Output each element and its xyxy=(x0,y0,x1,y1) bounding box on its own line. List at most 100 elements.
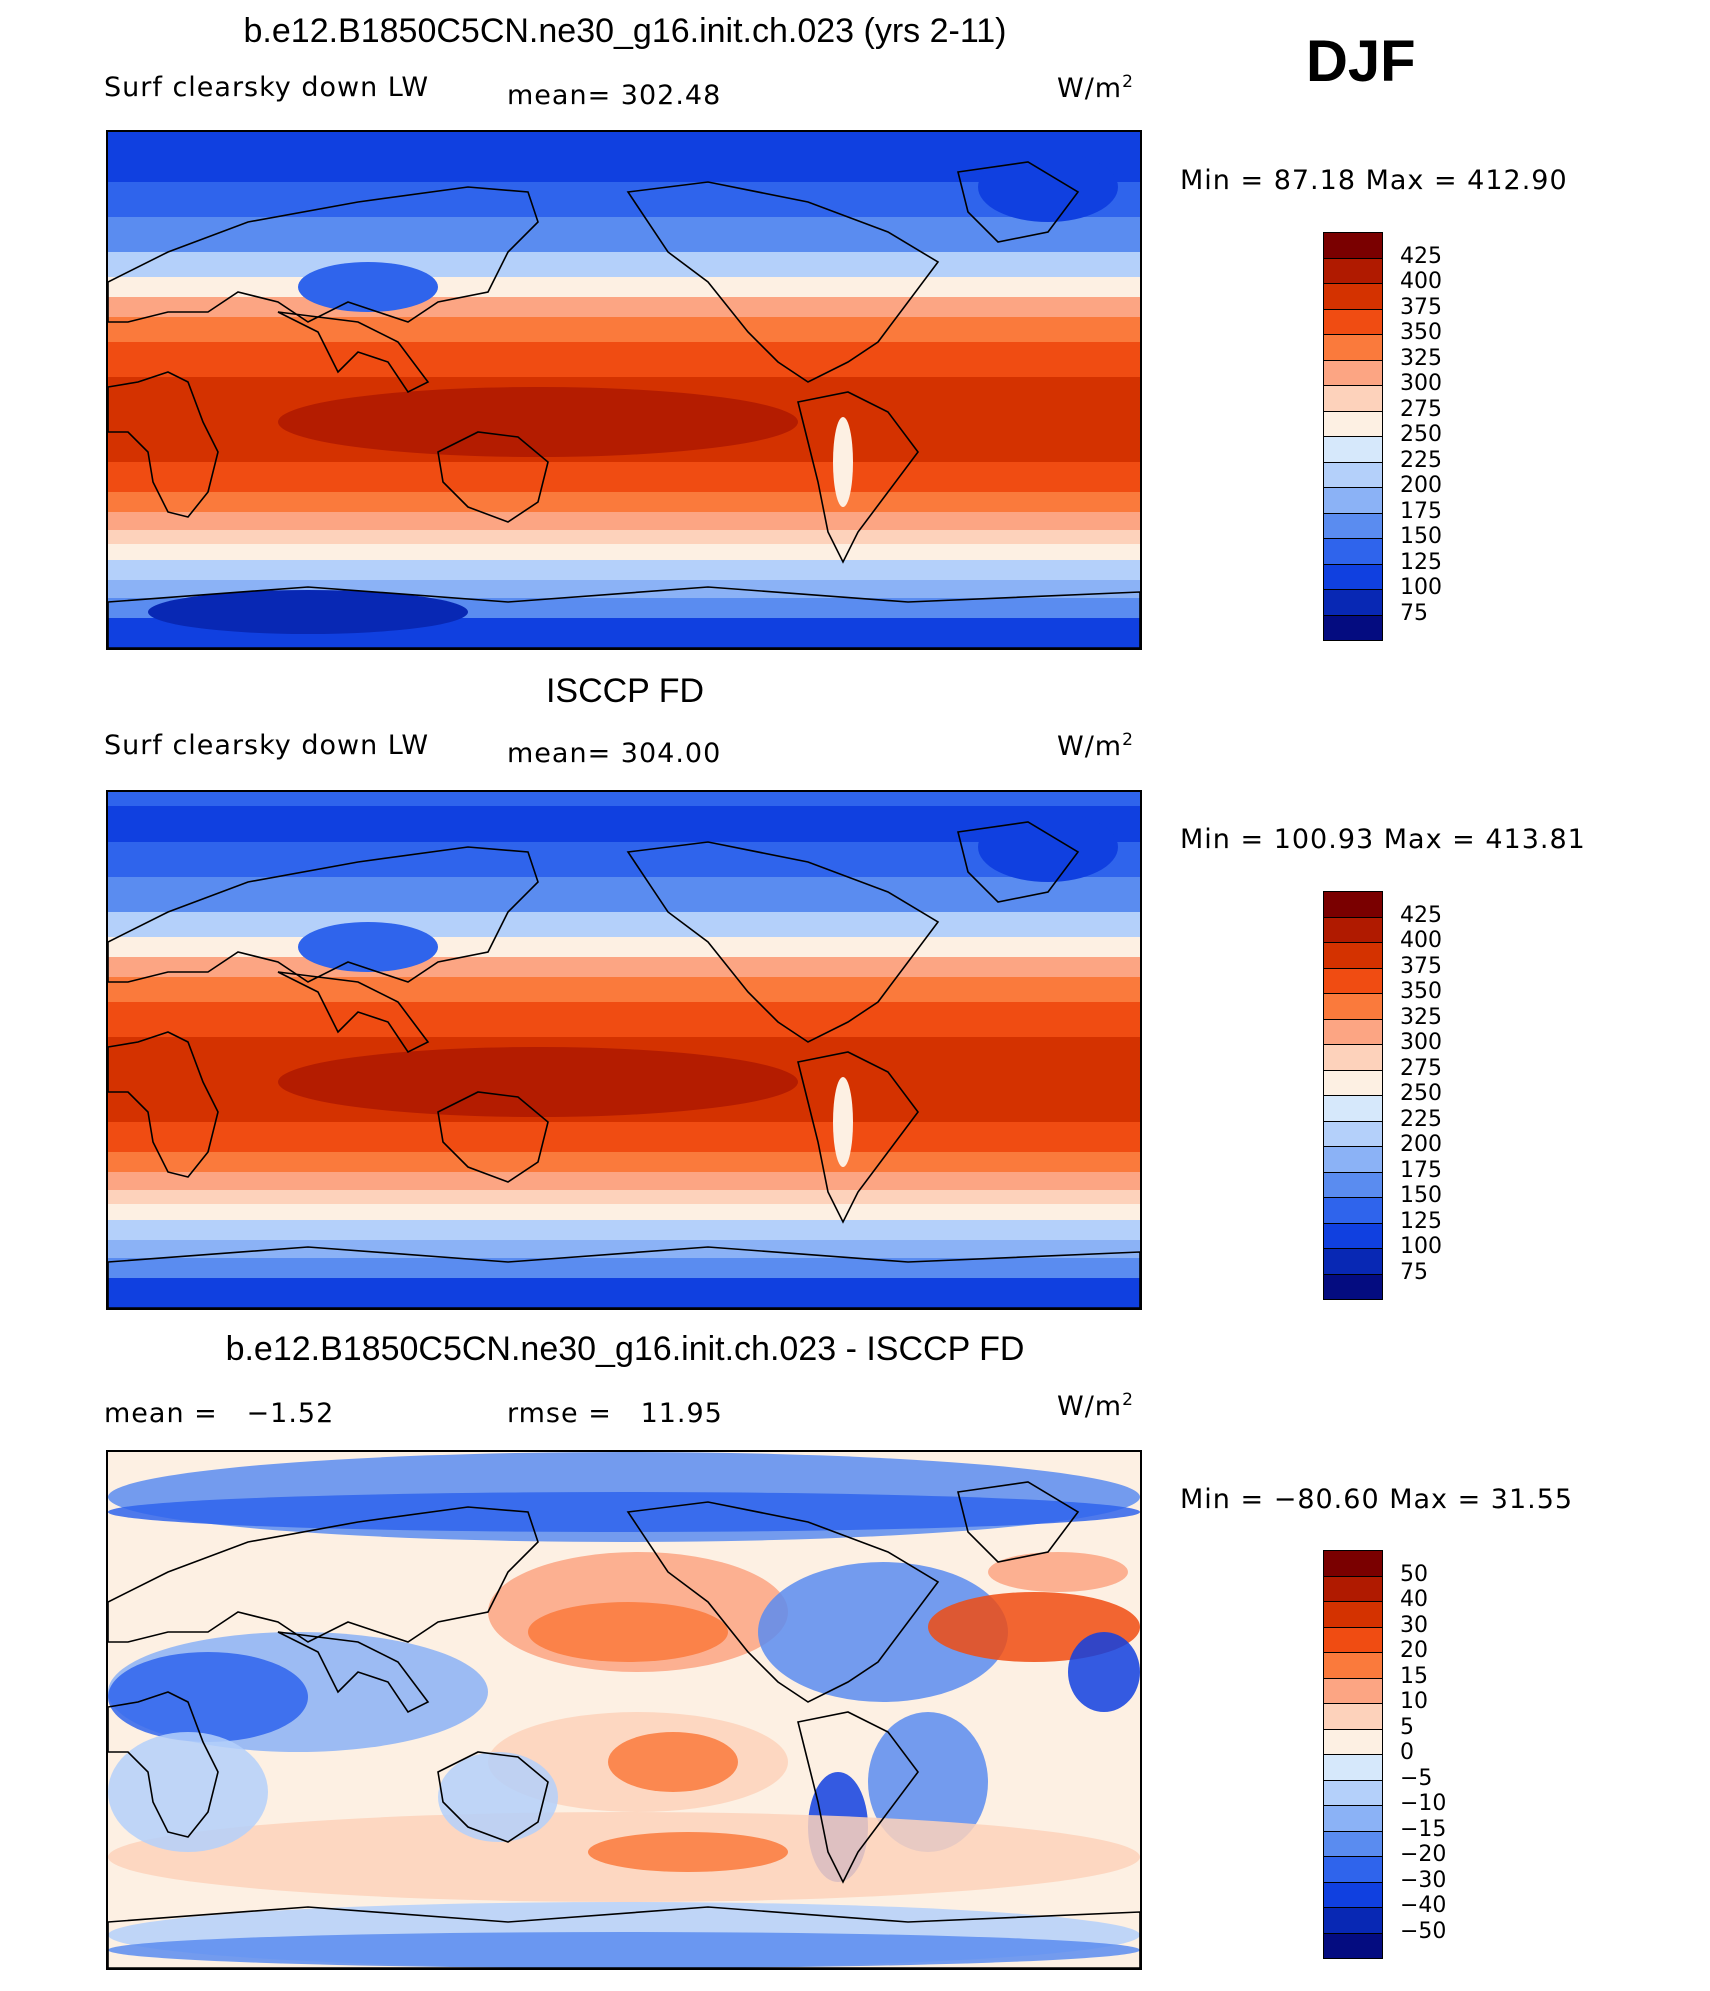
colorbar-tick-label: 30 xyxy=(1400,1612,1428,1638)
colorbar-tick-label: 325 xyxy=(1400,345,1442,371)
colorbar-tick-label: 400 xyxy=(1400,928,1442,953)
colorbar-swatch xyxy=(1323,1779,1383,1806)
colorbar-swatch xyxy=(1323,1146,1383,1173)
coastline xyxy=(108,586,1140,648)
coastline xyxy=(797,1711,919,1884)
coastline xyxy=(108,1031,219,1178)
colorbar-tick-label: 5 xyxy=(1400,1714,1414,1740)
colorbar-swatch xyxy=(1323,891,1383,918)
panel3-units: W/m2 xyxy=(1057,1390,1134,1422)
colorbar-swatch xyxy=(1323,993,1383,1020)
field-patch xyxy=(758,1562,1008,1702)
colorbar-swatch xyxy=(1323,436,1383,463)
colorbar-tick-label: −30 xyxy=(1400,1867,1447,1893)
panel1-variable-label: Surf clearsky down LW xyxy=(104,72,430,103)
field-patch xyxy=(833,1077,853,1167)
panel2-mean-label: mean= xyxy=(507,738,612,769)
field-patch xyxy=(1068,1632,1140,1712)
coastline xyxy=(957,1481,1080,1563)
panel1-mean: mean= 302.48 xyxy=(507,80,721,111)
panel1-map xyxy=(106,130,1142,650)
coastline xyxy=(108,186,539,323)
field-band xyxy=(108,1240,1140,1262)
panel3-title: b.e12.B1850C5CN.ne30_g16.init.ch.023 - I… xyxy=(225,1330,1025,1368)
colorbar-swatch xyxy=(1323,334,1383,361)
colorbar-swatch xyxy=(1323,942,1383,969)
colorbar-swatch xyxy=(1323,538,1383,565)
field-patch xyxy=(528,1602,728,1662)
colorbar-tick-label: 300 xyxy=(1400,371,1442,396)
colorbar-tick-label: 300 xyxy=(1400,1030,1442,1055)
panel2-mean: mean= 304.00 xyxy=(507,738,721,769)
colorbar-tick-label: 100 xyxy=(1400,575,1442,600)
coastline xyxy=(108,1691,219,1838)
field-patch xyxy=(988,1552,1128,1592)
panel2-map xyxy=(106,790,1142,1310)
coastline xyxy=(108,846,539,983)
panel1-mean-value: 302.48 xyxy=(620,80,722,111)
panel3-units-text: W/m xyxy=(1057,1391,1123,1422)
colorbar-tick-label: 175 xyxy=(1400,498,1442,524)
coastline xyxy=(277,311,430,394)
colorbar-swatch xyxy=(1323,916,1383,943)
colorbar-swatch xyxy=(1323,1120,1383,1147)
colorbar-tick-label: 400 xyxy=(1400,269,1442,294)
panel2-units: W/m2 xyxy=(1057,730,1134,762)
field-patch xyxy=(108,1492,1140,1532)
colorbar-swatch xyxy=(1323,1069,1383,1096)
field-band xyxy=(108,1278,1140,1308)
colorbar-tick-label: 350 xyxy=(1400,320,1442,345)
field-band xyxy=(108,1172,1140,1194)
colorbar-swatch xyxy=(1323,512,1383,539)
field-band xyxy=(108,792,1140,806)
field-patch xyxy=(108,1652,308,1742)
field-patch xyxy=(833,417,853,507)
colorbar-swatch xyxy=(1323,967,1383,994)
colorbar-tick-label: 125 xyxy=(1400,1208,1442,1234)
colorbar-tick-label: 15 xyxy=(1400,1663,1428,1689)
field-patch xyxy=(298,262,438,312)
field-patch xyxy=(108,1732,268,1852)
coastline xyxy=(437,1091,549,1183)
colorbar-swatch xyxy=(1323,589,1383,616)
colorbar-swatch xyxy=(1323,1044,1383,1071)
panel2-variable-label: Surf clearsky down LW xyxy=(104,730,430,761)
field-patch xyxy=(868,1712,988,1852)
coastline xyxy=(626,181,940,383)
colorbar-swatch xyxy=(1323,1601,1383,1628)
colorbar-tick-label: 275 xyxy=(1400,1055,1442,1081)
colorbar-tick-label: 250 xyxy=(1400,422,1442,447)
field-patch xyxy=(608,1732,738,1792)
colorbar-tick-label: 150 xyxy=(1400,524,1442,549)
coastline xyxy=(437,431,549,523)
field-band xyxy=(108,512,1140,534)
colorbar-tick-label: 325 xyxy=(1400,1004,1442,1030)
field-patch xyxy=(588,1832,788,1872)
panel1-map-svg xyxy=(108,132,1140,648)
colorbar-swatch xyxy=(1323,1575,1383,1602)
field-patch xyxy=(148,590,468,634)
panel2-title: ISCCP FD xyxy=(545,672,705,710)
colorbar-swatch xyxy=(1323,1830,1383,1857)
coastline xyxy=(626,1501,940,1703)
colorbar-swatch xyxy=(1323,1222,1383,1249)
panel1-minmax: Min = 87.18 Max = 412.90 xyxy=(1180,165,1568,196)
panel3-rmse-label: rmse = xyxy=(507,1398,612,1429)
coastline xyxy=(108,1906,1140,1968)
coastline xyxy=(437,1751,549,1843)
colorbar-swatch xyxy=(1323,1677,1383,1704)
coastline xyxy=(797,1051,919,1224)
coastline xyxy=(108,371,219,518)
colorbar-swatch xyxy=(1323,461,1383,488)
colorbar-tick-label: 75 xyxy=(1400,600,1428,626)
colorbar-tick-label: 375 xyxy=(1400,953,1442,979)
colorbar-swatch xyxy=(1323,1550,1383,1577)
colorbar-swatch xyxy=(1323,1881,1383,1908)
panel2-mean-value: 304.00 xyxy=(620,738,722,769)
panel3-mean: mean = −1.52 xyxy=(104,1398,334,1429)
panel2-units-text: W/m xyxy=(1057,731,1123,762)
coastline xyxy=(957,821,1080,903)
colorbar-tick-label: 50 xyxy=(1400,1561,1428,1587)
field-patch xyxy=(108,1932,1140,1968)
colorbar-tick-label: 100 xyxy=(1400,1234,1442,1259)
